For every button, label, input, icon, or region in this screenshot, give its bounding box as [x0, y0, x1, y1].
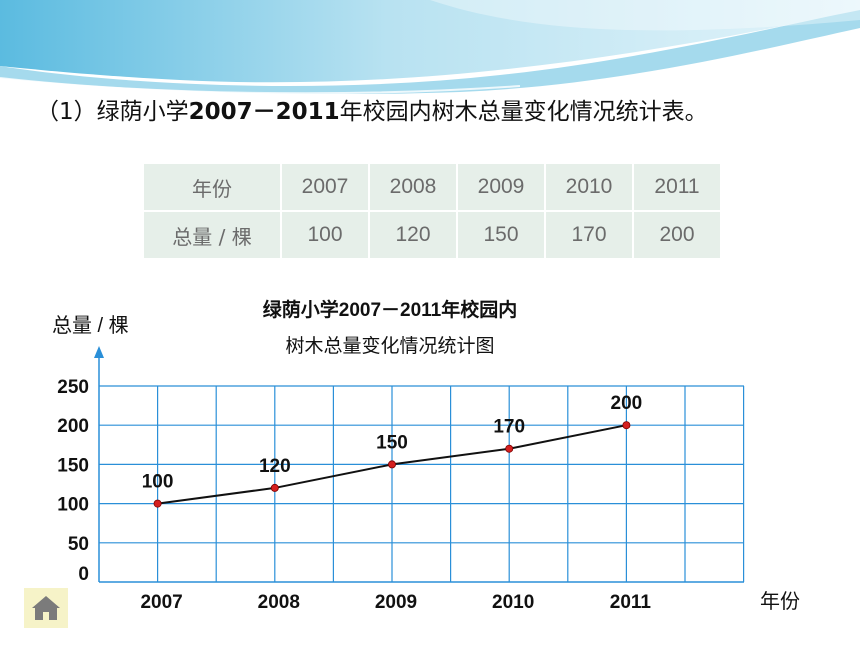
- y-tick-label: 150: [57, 455, 89, 476]
- x-axis-title: 年份: [760, 590, 800, 613]
- table-cell-year: 2008: [368, 162, 458, 212]
- x-tick-label: 2010: [492, 592, 534, 613]
- data-label: 170: [493, 417, 525, 438]
- table-cell-year: 2011: [632, 162, 722, 212]
- y-tick-label: 200: [57, 416, 89, 437]
- data-point: [622, 421, 631, 430]
- x-tick-label: 2007: [140, 592, 182, 613]
- data-label: 150: [376, 432, 408, 453]
- data-point: [153, 499, 162, 508]
- data-label: 100: [142, 472, 174, 493]
- chart-labels: 0 50 100 150 200 250 2007 2008 2009 2010 2011: [57, 377, 651, 613]
- chart-grid: [99, 385, 745, 582]
- x-tick-label: 2009: [375, 592, 417, 613]
- home-icon: [32, 596, 60, 620]
- chart-series: 100 120 150 170 200: [142, 393, 643, 508]
- chart-title-line2: 树木总量变化情况统计图: [285, 335, 494, 357]
- y-tick-label: 50: [68, 534, 89, 555]
- statistics-table: 年份 2007 2008 2009 2010 2011 总量 / 棵 100 1…: [142, 162, 722, 260]
- page-heading: （1）绿荫小学2007－2011年校园内树木总量变化情况统计表。: [36, 92, 708, 126]
- y-tick-label: 0: [78, 564, 89, 585]
- chart-axes: [94, 346, 744, 583]
- y-axis-arrow: [94, 346, 104, 358]
- row-header-year: 年份: [142, 162, 282, 212]
- table-cell-total: 170: [544, 210, 634, 260]
- y-tick-label: 250: [57, 377, 89, 398]
- home-button[interactable]: [24, 588, 68, 628]
- heading-suffix: 年校园内树木总量变化情况统计表。: [339, 99, 708, 125]
- y-axis-title: 总量 / 棵: [52, 314, 129, 337]
- heading-prefix: （1）绿荫小学: [36, 99, 189, 125]
- data-point: [505, 444, 514, 453]
- x-tick-label: 2011: [610, 592, 652, 613]
- decorative-banner: [0, 0, 860, 95]
- data-label: 200: [611, 393, 643, 414]
- row-header-total: 总量 / 棵: [142, 210, 282, 260]
- table-cell-total: 100: [280, 210, 370, 260]
- table-row-totals: 总量 / 棵 100 120 150 170 200: [142, 210, 722, 260]
- data-point: [387, 460, 396, 469]
- table-cell-year: 2010: [544, 162, 634, 212]
- x-tick-label: 2008: [258, 592, 300, 613]
- table-row-years: 年份 2007 2008 2009 2010 2011: [142, 162, 722, 212]
- table-cell-total: 120: [368, 210, 458, 260]
- table-cell-total: 150: [456, 210, 546, 260]
- data-label: 120: [259, 456, 291, 477]
- table-cell-year: 2009: [456, 162, 546, 212]
- data-point: [270, 483, 279, 492]
- y-tick-label: 100: [57, 495, 89, 516]
- table-cell-year: 2007: [280, 162, 370, 212]
- heading-years: 2007－2011: [188, 99, 340, 125]
- chart-title-line1: 绿荫小学2007－2011年校园内: [263, 298, 518, 321]
- table-cell-total: 200: [632, 210, 722, 260]
